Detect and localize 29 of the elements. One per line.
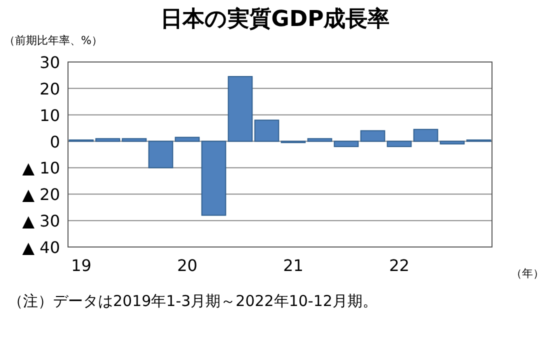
- bar: [334, 140, 359, 148]
- x-tick-label: 20: [177, 256, 198, 275]
- y-tick-label: ▲ 20: [22, 185, 60, 204]
- bar: [440, 140, 465, 144]
- bar: [122, 138, 147, 142]
- bar: [148, 140, 174, 168]
- y-tick-label: 0: [50, 132, 60, 152]
- y-tick-label: ▲ 40: [22, 238, 60, 257]
- x-tick-label: 21: [283, 256, 304, 275]
- y-axis-title: （前期比年率、%）: [4, 34, 102, 47]
- y-tick-label: ▲ 30: [22, 212, 60, 231]
- text: （注）データは2019年1-3月期～2022年10-12月期。: [8, 292, 378, 310]
- bar: [386, 140, 412, 148]
- bar: [413, 128, 438, 142]
- y-tick-label: 30: [40, 53, 60, 72]
- bar: [307, 138, 332, 142]
- x-tick-label: 22: [389, 256, 410, 275]
- y-tick-label: 10: [40, 106, 60, 125]
- y-tick-label: ▲ 10: [22, 158, 60, 178]
- chart-title: 日本の実質GDP成長率: [160, 6, 390, 32]
- y-tick-label: 20: [40, 79, 60, 98]
- bar: [360, 130, 386, 142]
- bar: [254, 120, 280, 142]
- x-tick-label: 19: [71, 256, 92, 275]
- bar: [228, 76, 253, 142]
- bar: [201, 140, 226, 216]
- bar: [174, 136, 200, 142]
- x-axis-title: （年）: [511, 267, 544, 280]
- bar: [95, 138, 120, 142]
